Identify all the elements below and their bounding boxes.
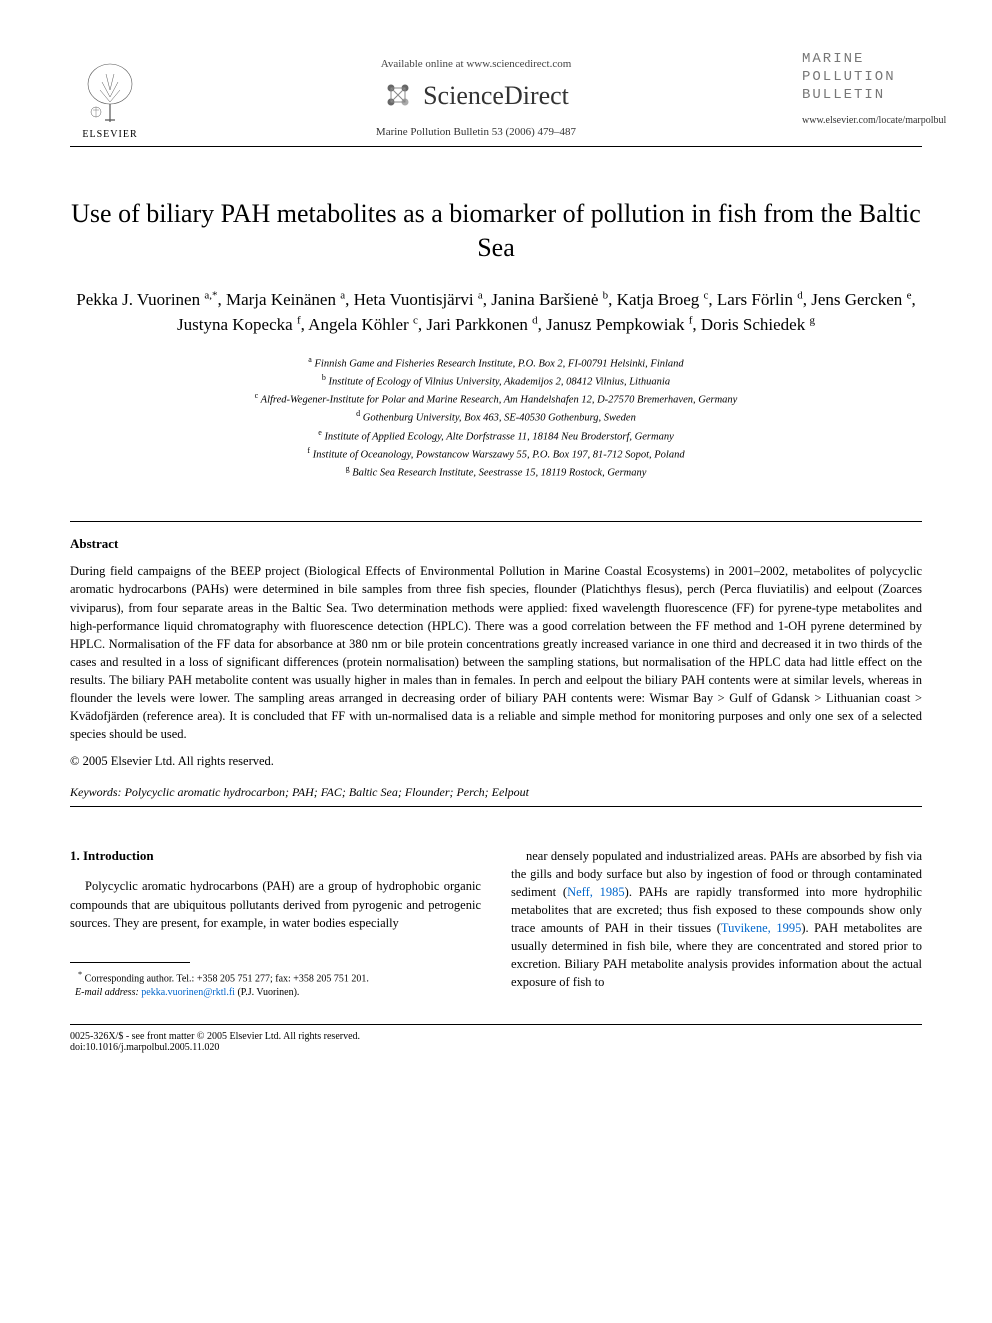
keywords-label: Keywords: — [70, 785, 122, 799]
affiliation-line: d Gothenburg University, Box 463, SE-405… — [70, 408, 922, 426]
elsevier-text: ELSEVIER — [82, 129, 137, 140]
footer-line: 0025-326X/$ - see front matter © 2005 El… — [70, 1024, 922, 1053]
left-column: 1. Introduction Polycyclic aromatic hydr… — [70, 847, 481, 1001]
affiliation-line: c Alfred-Wegener-Institute for Polar and… — [70, 390, 922, 408]
journal-logo-line: POLLUTION — [802, 68, 922, 86]
intro-paragraph-right: near densely populated and industrialize… — [511, 847, 922, 992]
keywords-text: Polycyclic aromatic hydrocarbon; PAH; FA… — [125, 785, 529, 799]
copyright-text: © 2005 Elsevier Ltd. All rights reserved… — [70, 754, 922, 769]
footer-left: 0025-326X/$ - see front matter © 2005 El… — [70, 1031, 360, 1053]
elsevier-tree-icon — [80, 62, 140, 127]
journal-logo-line: MARINE — [802, 50, 922, 68]
citation-link[interactable]: Tuvikene, 1995 — [721, 921, 801, 935]
footnote-divider — [70, 962, 190, 963]
affiliation-line: a Finnish Game and Fisheries Research In… — [70, 354, 922, 372]
journal-reference: Marine Pollution Bulletin 53 (2006) 479–… — [150, 126, 802, 138]
issn-copyright: 0025-326X/$ - see front matter © 2005 El… — [70, 1031, 360, 1042]
abstract-text: During field campaigns of the BEEP proje… — [70, 562, 922, 743]
body-columns: 1. Introduction Polycyclic aromatic hydr… — [70, 847, 922, 1001]
right-column: near densely populated and industrialize… — [511, 847, 922, 1001]
doi: doi:10.1016/j.marpolbul.2005.11.020 — [70, 1042, 360, 1053]
corresponding-author-name: (P.J. Vuorinen). — [237, 987, 299, 998]
sciencedirect-text: ScienceDirect — [423, 81, 569, 111]
journal-logo-line: BULLETIN — [802, 86, 922, 104]
affiliation-line: b Institute of Ecology of Vilnius Univer… — [70, 372, 922, 390]
journal-logo: MARINE POLLUTION BULLETIN www.elsevier.c… — [802, 50, 922, 126]
journal-title-stack: MARINE POLLUTION BULLETIN — [802, 50, 922, 105]
email-label: E-mail address: — [75, 987, 139, 998]
center-header: Available online at www.sciencedirect.co… — [150, 50, 802, 138]
affiliation-line: f Institute of Oceanology, Powstancow Wa… — [70, 445, 922, 463]
corresponding-author-footnote: * Corresponding author. Tel.: +358 205 7… — [70, 969, 481, 1000]
keywords-line: Keywords: Polycyclic aromatic hydrocarbo… — [70, 785, 922, 800]
abstract-heading: Abstract — [70, 536, 922, 552]
elsevier-logo: ELSEVIER — [70, 50, 150, 140]
intro-paragraph-left: Polycyclic aromatic hydrocarbons (PAH) a… — [70, 877, 481, 931]
authors-list: Pekka J. Vuorinen a,*, Marja Keinänen a,… — [70, 287, 922, 338]
header-row: ELSEVIER Available online at www.science… — [70, 50, 922, 140]
citation-link[interactable]: Neff, 1985 — [567, 885, 625, 899]
article-title: Use of biliary PAH metabolites as a biom… — [70, 197, 922, 265]
affiliation-line: g Baltic Sea Research Institute, Seestra… — [70, 463, 922, 481]
journal-url: www.elsevier.com/locate/marpolbul — [802, 115, 922, 126]
header-divider — [70, 146, 922, 147]
affiliation-line: e Institute of Applied Ecology, Alte Dor… — [70, 427, 922, 445]
abstract-top-divider — [70, 521, 922, 522]
corresponding-email-link[interactable]: pekka.vuorinen@rktl.fi — [141, 987, 235, 998]
sciencedirect-logo: ScienceDirect — [150, 80, 802, 112]
sciencedirect-icon — [383, 80, 415, 112]
introduction-heading: 1. Introduction — [70, 847, 481, 866]
corresponding-text: Corresponding author. Tel.: +358 205 751… — [85, 973, 369, 984]
affiliations-list: a Finnish Game and Fisheries Research In… — [70, 354, 922, 482]
abstract-bottom-divider — [70, 806, 922, 807]
available-online-text: Available online at www.sciencedirect.co… — [150, 58, 802, 70]
